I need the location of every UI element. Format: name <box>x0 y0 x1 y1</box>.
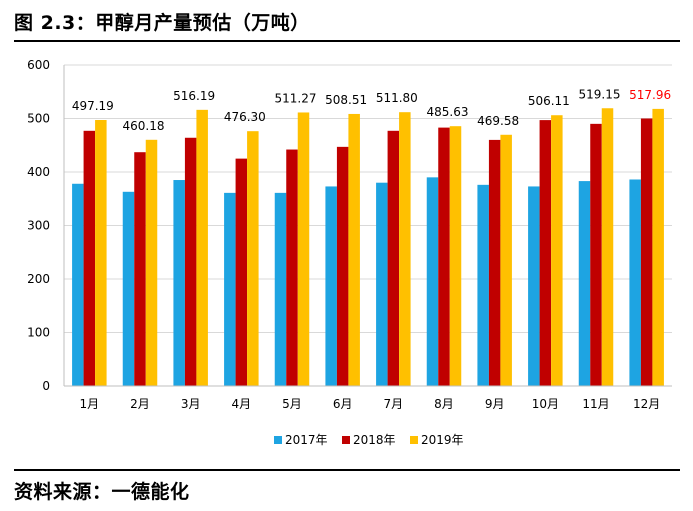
bar-2017年-11月 <box>578 181 591 386</box>
data-label-11月: 519.15 <box>579 87 621 101</box>
x-tick-label: 4月 <box>232 397 252 411</box>
bar-2019年-8月 <box>449 126 462 386</box>
gridlines <box>64 64 672 333</box>
legend-swatch-2019年 <box>410 436 418 444</box>
y-axis: 0 100 200 300 400 500 600 <box>27 58 65 393</box>
data-label-2月: 460.18 <box>123 119 165 133</box>
data-labels: 497.19 460.18 516.19 476.30 511.27 508.51 511.… <box>72 87 671 133</box>
y-tick-label: 200 <box>27 272 50 286</box>
x-tick-label: 10月 <box>532 397 559 411</box>
title-rule <box>14 40 680 42</box>
data-label-7月: 511.80 <box>376 91 418 105</box>
y-tick-label: 300 <box>27 219 50 233</box>
bar-2018年-8月 <box>438 127 450 386</box>
bar-2017年-1月 <box>72 183 84 386</box>
legend-label-2017年: 2017年 <box>285 433 328 447</box>
data-label-10月: 506.11 <box>528 94 570 108</box>
y-tick-label: 400 <box>27 165 50 179</box>
x-axis: 1月 2月 3月 4月 5月 6月 7月 8月 9月 10月 11月 12月 <box>64 385 672 411</box>
methanol-output-chart: 0 100 200 300 400 500 600 497.19 460.18 516.19 47… <box>27 58 672 447</box>
bar-2019年-12月 <box>652 108 664 386</box>
bar-2017年-2月 <box>122 191 135 386</box>
legend-swatch-2017年 <box>274 436 282 444</box>
x-tick-label: 6月 <box>333 397 353 411</box>
legend: 2017年 2018年 2019年 <box>274 433 464 447</box>
bar-2019年-5月 <box>297 112 310 386</box>
figure-title: 图 2.3：甲醇月产量预估（万吨） <box>14 12 310 34</box>
x-tick-label: 12月 <box>633 397 660 411</box>
data-label-9月: 469.58 <box>477 114 519 128</box>
bar-2017年-12月 <box>629 179 641 386</box>
data-label-5月: 511.27 <box>275 91 317 105</box>
x-tick-label: 7月 <box>384 397 404 411</box>
bar-2017年-5月 <box>274 192 287 386</box>
bar-2017年-9月 <box>477 184 489 386</box>
y-tick-label: 100 <box>27 326 50 340</box>
x-tick-label: 5月 <box>282 397 302 411</box>
bar-2018年-2月 <box>134 152 146 386</box>
source-note: 资料来源：一德能化 <box>14 481 190 503</box>
bars <box>72 108 664 387</box>
bar-2018年-9月 <box>488 139 501 386</box>
bar-2018年-12月 <box>640 118 653 386</box>
bar-2019年-11月 <box>601 108 614 386</box>
bar-2018年-5月 <box>286 149 298 386</box>
bar-2019年-9月 <box>500 134 512 386</box>
bar-2019年-2月 <box>145 139 158 386</box>
bar-2019年-6月 <box>348 113 360 387</box>
data-label-12月: 517.96 <box>629 88 671 102</box>
bar-2017年-7月 <box>376 182 388 386</box>
bar-2017年-3月 <box>173 180 185 386</box>
legend-label-2018年: 2018年 <box>353 433 396 447</box>
y-tick-label: 0 <box>42 379 50 393</box>
data-label-1月: 497.19 <box>72 99 114 113</box>
source-rule <box>14 469 680 471</box>
bar-2018年-4月 <box>235 158 248 386</box>
x-tick-label: 11月 <box>582 397 609 411</box>
bar-2019年-7月 <box>399 112 411 386</box>
data-label-6月: 508.51 <box>325 93 367 107</box>
legend-swatch-2018年 <box>342 436 350 444</box>
y-tick-label: 600 <box>27 58 50 72</box>
bar-2019年-1月 <box>95 120 107 386</box>
bar-2018年-3月 <box>184 137 197 386</box>
data-label-8月: 485.63 <box>427 105 469 119</box>
bar-2018年-7月 <box>387 130 400 386</box>
bar-2017年-8月 <box>426 177 439 386</box>
data-label-3月: 516.19 <box>173 89 215 103</box>
legend-label-2019年: 2019年 <box>421 433 464 447</box>
x-tick-label: 3月 <box>181 397 201 411</box>
bar-2018年-6月 <box>336 146 349 386</box>
bar-2019年-10月 <box>551 115 563 387</box>
bar-2017年-4月 <box>224 192 236 386</box>
x-tick-label: 8月 <box>434 397 454 411</box>
bar-2018年-10月 <box>539 120 552 386</box>
bar-2017年-10月 <box>528 186 540 386</box>
x-tick-label: 1月 <box>80 397 100 411</box>
bar-2018年-1月 <box>83 130 96 386</box>
bar-2017年-6月 <box>325 186 337 386</box>
x-tick-label: 2月 <box>130 397 150 411</box>
x-tick-label: 9月 <box>485 397 505 411</box>
y-tick-label: 500 <box>27 112 50 126</box>
data-label-4月: 476.30 <box>224 110 266 124</box>
bar-2019年-3月 <box>196 109 208 386</box>
bar-2018年-11月 <box>590 123 602 386</box>
bar-2019年-4月 <box>247 131 259 386</box>
